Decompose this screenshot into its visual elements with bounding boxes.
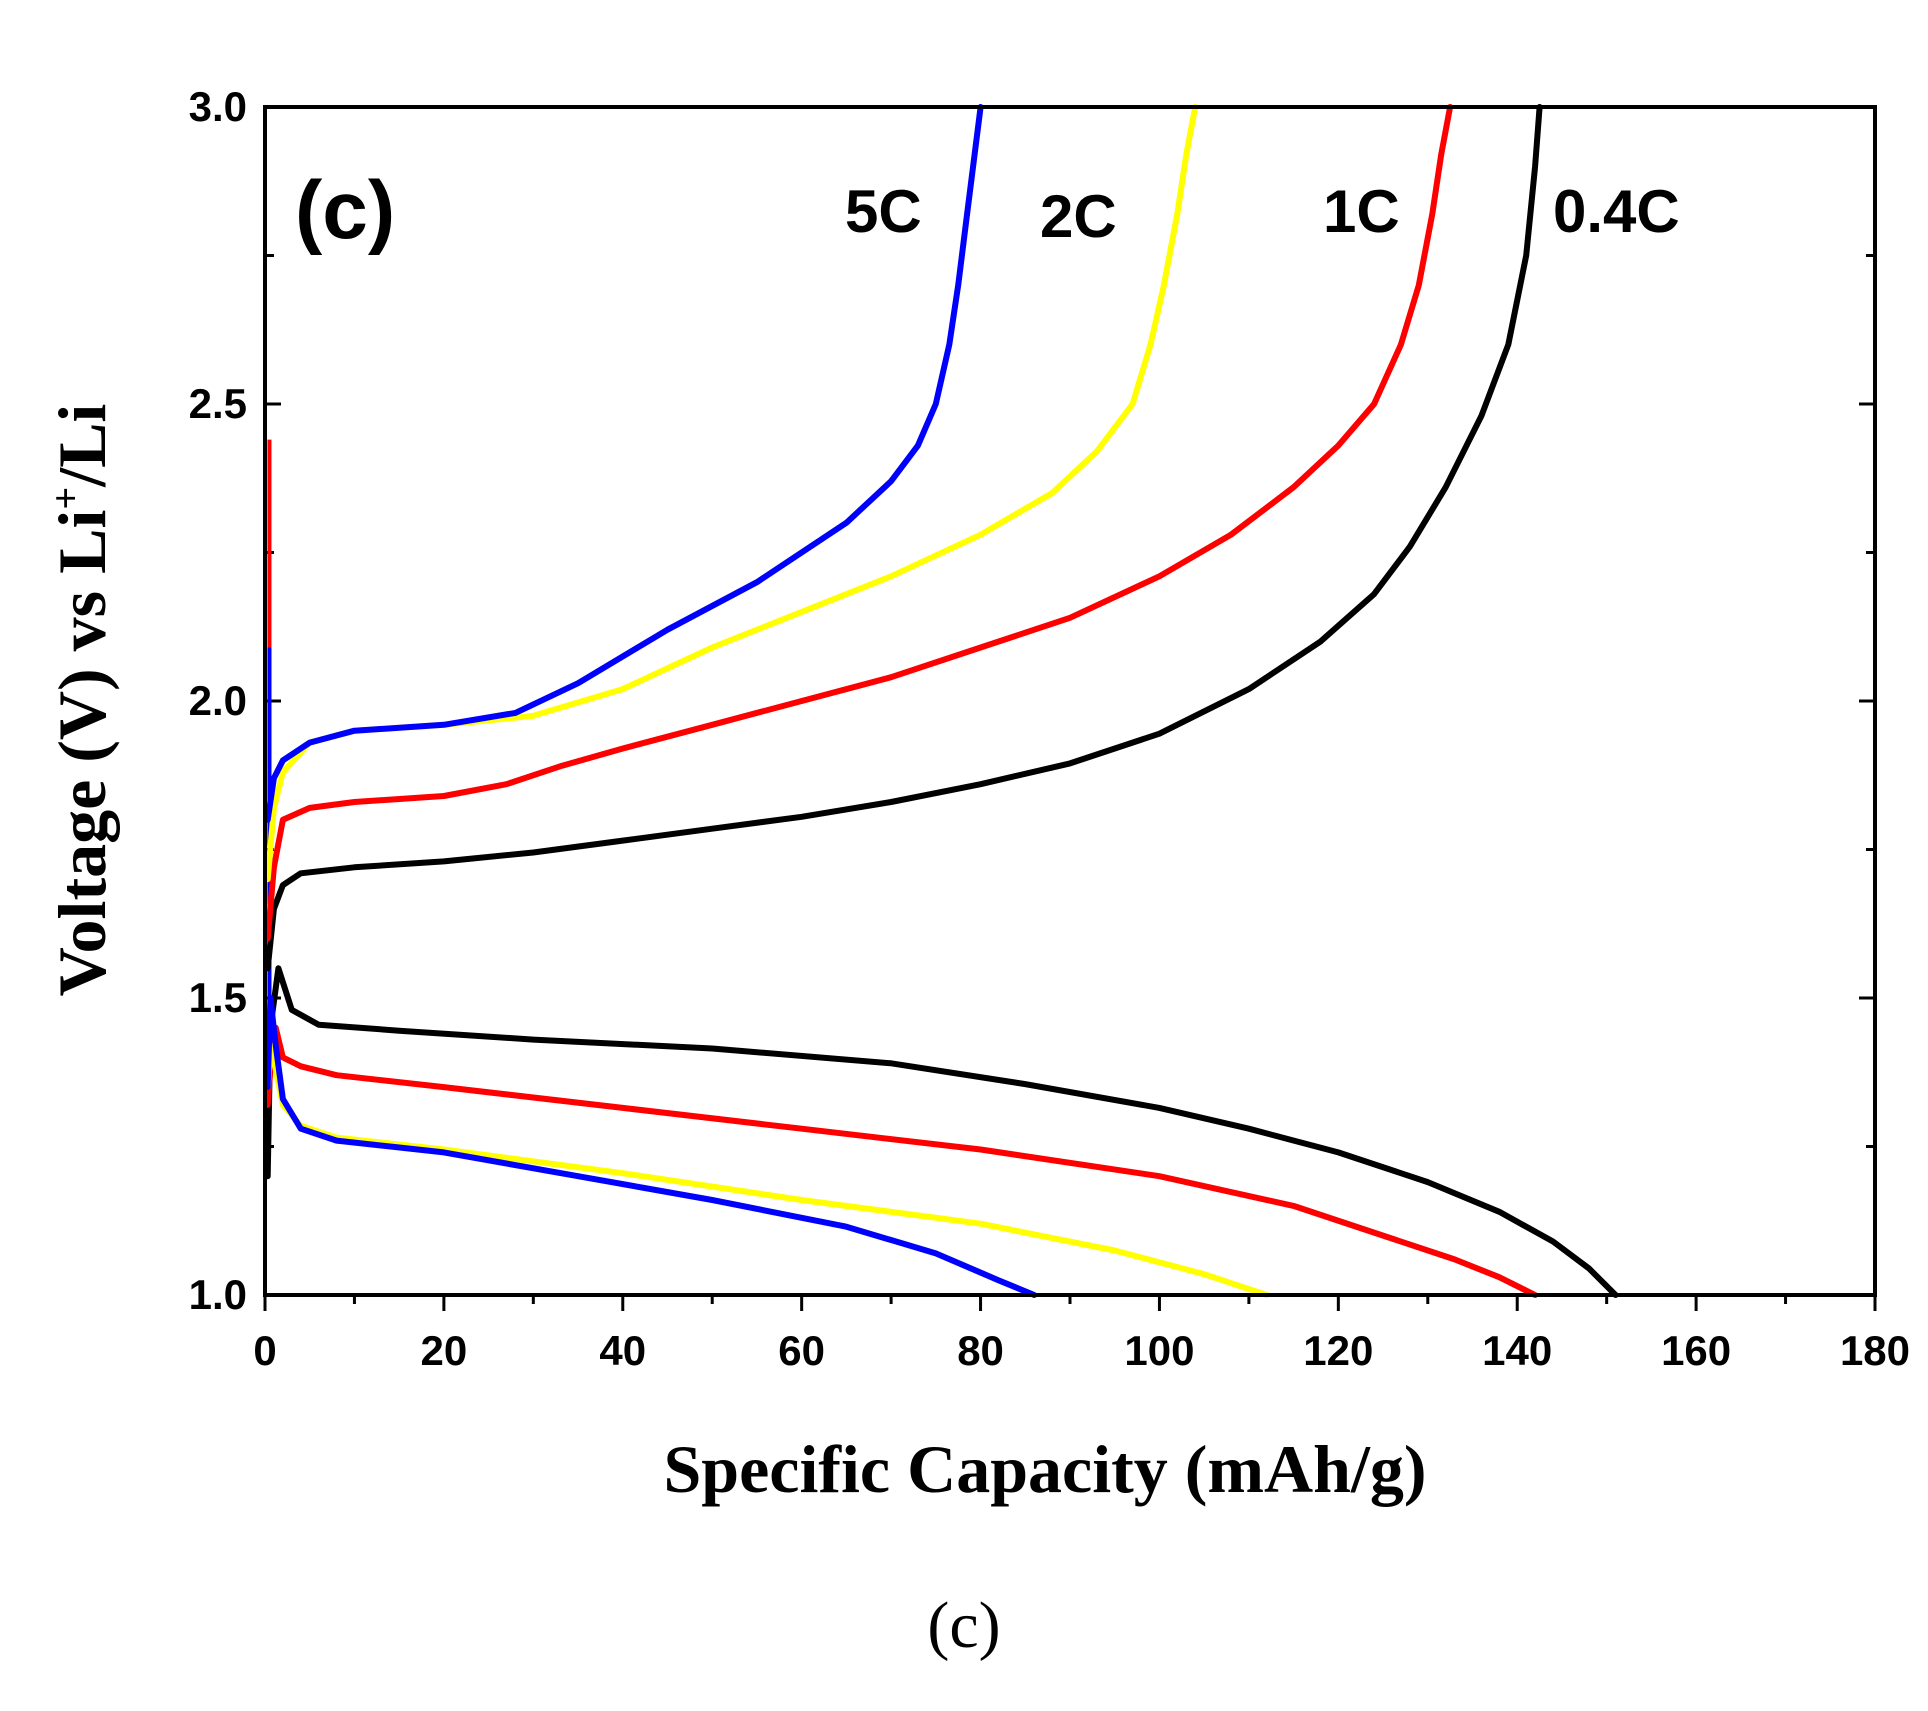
y-axis-title-tail: /Li — [44, 404, 120, 488]
y-tick-label: 1.0 — [189, 1271, 247, 1318]
plot-area — [265, 107, 1875, 1295]
x-tick-label: 140 — [1482, 1327, 1552, 1374]
charge-curve-1c — [264, 104, 1454, 942]
figure-caption: (c) — [927, 1589, 1001, 1662]
x-tick-label: 80 — [957, 1327, 1004, 1374]
charge-curve-0-4c — [264, 104, 1543, 972]
x-tick-label: 0 — [253, 1327, 276, 1374]
x-tick-label: 60 — [778, 1327, 825, 1374]
x-tick-label: 160 — [1661, 1327, 1731, 1374]
panel-label: (c) — [295, 165, 395, 256]
discharge-curve-0-4c — [264, 965, 1619, 1298]
y-tick-label: 2.5 — [189, 380, 247, 427]
series-label-1c: 1C — [1323, 178, 1400, 245]
x-axis-title: Specific Capacity (mAh/g) — [663, 1431, 1426, 1507]
x-tick-label: 40 — [599, 1327, 646, 1374]
charge-curve-5c — [264, 104, 984, 823]
series-label-5c: 5C — [845, 178, 922, 245]
plot-frame — [263, 105, 1877, 1297]
discharge-curve-1c — [264, 1024, 1539, 1298]
series-label-0-4c: 0.4C — [1553, 178, 1680, 245]
x-tick-label: 180 — [1840, 1327, 1910, 1374]
x-axis-ticks: 0 20 40 60 80 100 120 140 160 180 — [253, 1295, 1910, 1374]
series-layer — [264, 104, 1619, 1298]
y-axis-title: Voltage (V) vs Li+/Li — [43, 404, 120, 997]
y-tick-label: 2.0 — [189, 677, 247, 724]
discharge-curve-5c — [264, 995, 1038, 1298]
y-tick-label: 3.0 — [189, 83, 247, 130]
x-tick-label: 120 — [1303, 1327, 1373, 1374]
y-tick-label: 1.5 — [189, 974, 247, 1021]
series-label-2c: 2C — [1040, 183, 1117, 250]
y-axis-title-main: Voltage (V) vs Li — [44, 510, 120, 997]
x-tick-label: 20 — [421, 1327, 468, 1374]
x-tick-label: 100 — [1124, 1327, 1194, 1374]
y-axis-title-sup: + — [43, 487, 88, 510]
